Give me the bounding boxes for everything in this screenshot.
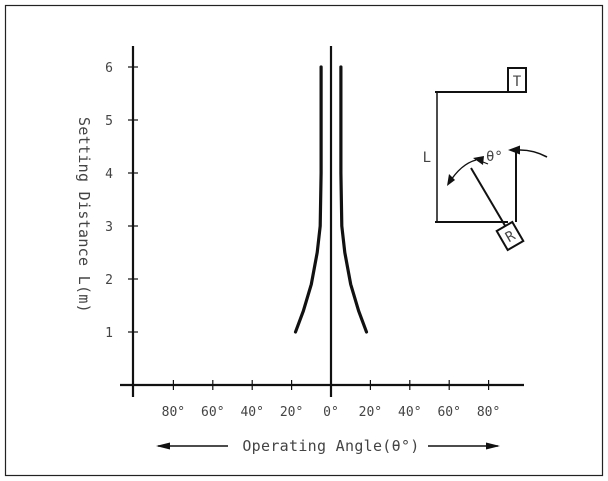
y-tick-label-5: 5 [105, 114, 113, 129]
x-axis-ticks: 80° 60° 40° 20° 0° 20° 40° 60° 80° [162, 380, 500, 420]
series-curve-left [293, 65, 323, 334]
y-tick-label-2: 2 [105, 273, 113, 288]
transmitter-label: T [513, 74, 522, 90]
x-tick-label-80: 80° [477, 405, 500, 420]
x-tick-label--40: 40° [240, 405, 263, 420]
y-axis-label: Setting Distance L(m) [75, 117, 93, 313]
y-tick-label-4: 4 [105, 167, 113, 182]
right-direction-arrow [428, 442, 500, 450]
x-tick-label-40: 40° [398, 405, 421, 420]
series-curve-right [339, 65, 369, 334]
x-tick-label--20: 20° [280, 405, 303, 420]
x-tick-label--80: 80° [162, 405, 185, 420]
x-tick-label--60: 60° [201, 405, 224, 420]
y-axis-ticks: 1 2 3 4 5 6 [105, 61, 138, 341]
y-tick-label-6: 6 [105, 61, 113, 76]
left-direction-arrow [156, 442, 228, 450]
receiver-box [495, 220, 525, 252]
angle-label: θ° [486, 149, 503, 165]
transmitter-box [507, 67, 527, 93]
series-layer [293, 65, 369, 334]
y-tick-label-3: 3 [105, 220, 113, 235]
x-tick-label-60: 60° [437, 405, 460, 420]
x-tick-label-0: 0° [323, 405, 339, 420]
x-tick-label-20: 20° [359, 405, 382, 420]
x-axis-label: Operating Angle(θ°) [242, 437, 419, 455]
distance-label: L [423, 150, 431, 166]
setup-diagram: T L R θ° [423, 67, 548, 252]
y-tick-label-1: 1 [105, 326, 113, 341]
